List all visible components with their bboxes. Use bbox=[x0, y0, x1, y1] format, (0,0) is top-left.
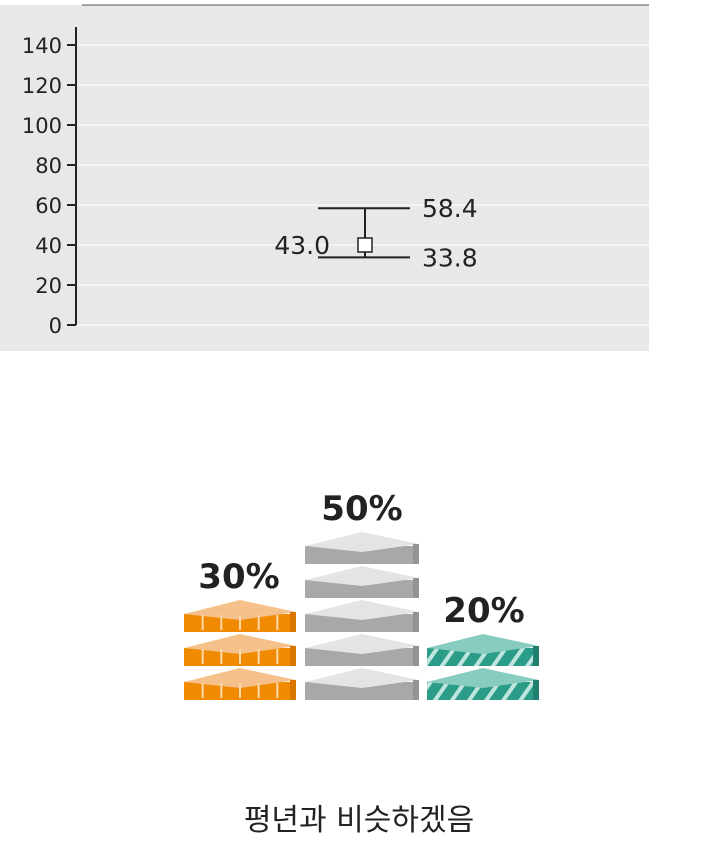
y-tick-label: 100 bbox=[22, 114, 62, 138]
block-value-label: 50% bbox=[321, 489, 402, 529]
block-slab bbox=[427, 634, 539, 666]
block-value-label: 30% bbox=[198, 557, 279, 597]
y-tick-label: 40 bbox=[35, 234, 62, 258]
chart-caption: 평년과 비슷하겠음 bbox=[244, 803, 474, 838]
value-label: 43.0 bbox=[274, 231, 330, 260]
block-slab bbox=[305, 566, 419, 598]
y-tick-label: 20 bbox=[35, 274, 62, 298]
errorbar-chart: 0 20 40 60 80 100 120 140 43.0 58.4 33.8 bbox=[0, 4, 649, 351]
y-tick-label: 80 bbox=[35, 154, 62, 178]
data-point-marker bbox=[357, 237, 373, 253]
lower-bound-label: 33.8 bbox=[422, 243, 478, 272]
block-bar-chart: 30% 50% 20% bbox=[184, 489, 539, 700]
upper-bound-label: 58.4 bbox=[422, 194, 478, 223]
block-slab bbox=[427, 668, 539, 700]
block-slab bbox=[184, 600, 296, 632]
error-bar-group: 43.0 58.4 33.8 bbox=[274, 194, 477, 272]
y-tick-label: 0 bbox=[49, 314, 62, 338]
block-bar-2: 50% bbox=[305, 489, 419, 700]
y-tick-label: 60 bbox=[35, 194, 62, 218]
block-slab bbox=[305, 532, 419, 564]
block-slab bbox=[184, 668, 296, 700]
grid-lines bbox=[76, 44, 649, 326]
block-bar-1: 30% bbox=[184, 557, 296, 700]
block-slab bbox=[305, 668, 419, 700]
y-tick-label: 140 bbox=[22, 34, 62, 58]
block-value-label: 20% bbox=[443, 591, 524, 631]
block-slab bbox=[184, 634, 296, 666]
y-axis-ticks: 0 20 40 60 80 100 120 140 bbox=[22, 34, 76, 338]
block-slab bbox=[305, 600, 419, 632]
y-tick-label: 120 bbox=[22, 74, 62, 98]
block-slab bbox=[305, 634, 419, 666]
block-bar-3: 20% bbox=[427, 591, 539, 700]
plot-background bbox=[0, 5, 649, 351]
